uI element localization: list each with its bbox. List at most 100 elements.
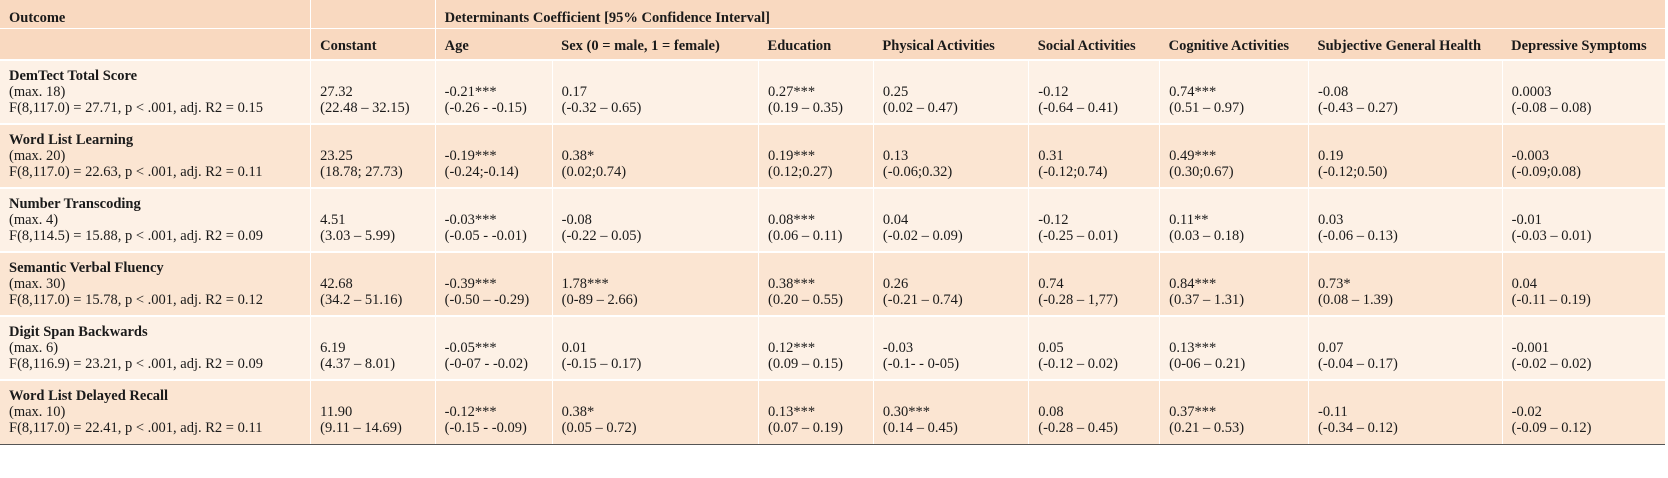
confidence-interval: (-0.32 – 0.65) [561,100,642,116]
confidence-interval: (-0.22 – 0.05) [561,228,642,244]
table-row: Digit Span Backwards (max. 6) F(8,116.9) =… [0,315,1665,380]
coefficient-value: 0.13*** [768,404,816,420]
coefficient-cell: 0.07 (-0.04 – 0.17) [1308,315,1503,380]
coefficient-value: -0.03 [882,340,914,356]
confidence-interval: (4.37 – 8.01) [320,356,396,372]
header-col-constant: Constant [310,28,436,60]
coefficient-value: 1.78*** [561,276,609,292]
outcome-cell: Word List Learning (max. 20) F(8,117.0) = … [0,123,312,188]
coefficient-value: 42.68 [320,276,353,292]
confidence-interval: (-0.02 – 0.09) [882,228,963,244]
header-row-group: Outcome Determinants Coefficient [95% Co… [0,0,1665,29]
coefficient-value: -0.12*** [444,404,497,420]
coefficient-cell: 0.38*** (0.20 – 0.55) [758,251,874,316]
coefficient-value: 0.04 [1511,276,1538,292]
coefficient-value: 0.25 [882,84,909,100]
coefficient-cell: 0.13 (-0.06;0.32) [873,123,1030,188]
coefficient-value: 0.05 [1038,340,1064,356]
coefficient-cell: 0.04 (-0.11 – 0.19) [1502,251,1665,316]
confidence-interval: (0.51 – 0.97) [1169,100,1245,116]
coefficient-cell: 0.38* (0.05 – 0.72) [552,379,760,445]
coefficient-cell: -0.08 (-0.43 – 0.27) [1308,59,1503,124]
coefficient-value: 0.38*** [768,276,816,292]
coefficient-cell: -0.08 (-0.22 – 0.05) [552,187,760,252]
outcome-cell: Number Transcoding (max. 4) F(8,114.5) = 1… [0,187,312,252]
coefficient-cell: -0.02 (-0.09 – 0.12) [1502,379,1665,445]
confidence-interval: (22.48 – 32.15) [320,100,410,116]
coefficient-value: 0.08*** [768,212,816,228]
coefficient-cell: 0.11** (0.03 – 0.18) [1159,187,1310,252]
coefficient-value: 27.32 [320,84,353,100]
coefficient-value: 0.27*** [768,84,816,100]
table-row: Number Transcoding (max. 4) F(8,114.5) = 1… [0,187,1665,252]
confidence-interval: (0.05 – 0.72) [561,420,637,436]
coefficient-value: 0.17 [561,84,588,100]
coefficient-value: 0.04 [882,212,909,228]
confidence-interval: (0.07 – 0.19) [768,420,843,436]
coefficient-value: -0.11 [1318,404,1348,420]
confidence-interval: (0.06 – 0.11) [768,228,843,244]
confidence-interval: (-0.12;0.74) [1038,164,1108,180]
confidence-interval: (0.08 – 1.39) [1318,292,1393,308]
confidence-interval: (-0-07 - -0.02) [444,356,528,372]
coefficient-value: 0.12*** [768,340,816,356]
coefficient-cell: 0.19*** (0.12;0.27) [758,123,874,188]
header-group-title: Determinants Coefficient [95% Confidence… [435,0,1665,29]
confidence-interval: (-0.34 – 0.12) [1318,420,1398,436]
outcome-stats: F(8,117.0) = 22.63, p < .001, adj. R2 = … [9,164,263,180]
header-col-physical: Physical Activities [873,28,1029,60]
outcome-max: (max. 4) [9,212,59,228]
coefficient-value: 0.07 [1318,340,1344,356]
confidence-interval: (0-89 – 2.66) [561,292,638,308]
confidence-interval: (-0.28 – 1,77) [1038,292,1118,308]
coefficient-value: 0.13*** [1169,340,1217,356]
coefficient-value: -0.39*** [444,276,497,292]
coefficient-cell: -0.11 (-0.34 – 0.12) [1308,379,1503,445]
outcome-name: Word List Delayed Recall [9,388,169,404]
coefficient-cell: -0.01 (-0.03 – 0.01) [1502,187,1665,252]
confidence-interval: (-0.21 – 0.74) [882,292,963,308]
coefficient-cell: -0.39*** (-0.50 – -0.29) [435,251,553,316]
coefficient-value: -0.003 [1511,148,1550,164]
coefficient-cell: 0.04 (-0.02 – 0.09) [873,187,1030,252]
coefficient-value: -0.21*** [444,84,497,100]
confidence-interval: (-0.50 – -0.29) [444,292,530,308]
coefficient-value: 0.01 [561,340,588,356]
header-col-health: Subjective General Health [1308,28,1503,60]
confidence-interval: (0.19 – 0.35) [768,100,843,116]
coefficient-value: 6.19 [320,340,346,356]
coefficient-value: 4.51 [320,212,346,228]
outcome-name: Word List Learning [9,132,134,148]
coefficient-cell: 0.84*** (0.37 – 1.31) [1159,251,1310,316]
confidence-interval: (-0.15 - -0.09) [444,420,527,436]
coefficient-cell: 27.32 (22.48 – 32.15) [310,59,436,124]
coefficient-cell: 0.30*** (0.14 – 0.45) [873,379,1030,445]
confidence-interval: (-0.15 – 0.17) [561,356,642,372]
coefficient-cell: 0.27*** (0.19 – 0.35) [758,59,874,124]
confidence-interval: (0.02 – 0.47) [882,100,958,116]
coefficient-cell: 0.17 (-0.32 – 0.65) [552,59,760,124]
header-col-education: Education [758,28,874,60]
outcome-name: Digit Span Backwards [9,324,148,340]
coefficient-value: 0.13 [882,148,909,164]
coefficient-value: 0.73* [1318,276,1351,292]
confidence-interval: (-0.06;0.32) [882,164,953,180]
confidence-interval: (34.2 – 51.16) [320,292,403,308]
coefficient-cell: 0.31 (-0.12;0.74) [1028,123,1161,188]
confidence-interval: (3.03 – 5.99) [320,228,396,244]
confidence-interval: (-0.64 – 0.41) [1038,100,1118,116]
confidence-interval: (-0.11 – 0.19) [1511,292,1591,308]
coefficient-cell: 0.08*** (0.06 – 0.11) [758,187,874,252]
coefficient-value: 0.19 [1318,148,1344,164]
coefficient-value: -0.001 [1511,340,1550,356]
coefficient-cell: 1.78*** (0-89 – 2.66) [552,251,760,316]
coefficient-cell: 0.74 (-0.28 – 1,77) [1028,251,1161,316]
coefficient-cell: 0.74*** (0.51 – 0.97) [1159,59,1310,124]
coefficient-cell: -0.03 (-0.1- - 0-05) [873,315,1030,380]
coefficient-value: 0.26 [882,276,909,292]
header-outcome: Outcome [0,0,312,29]
coefficient-value: 0.0003 [1511,84,1552,100]
coefficient-value: 0.11** [1169,212,1209,228]
coefficient-value: -0.03*** [444,212,497,228]
coefficient-value: 0.38* [561,148,595,164]
